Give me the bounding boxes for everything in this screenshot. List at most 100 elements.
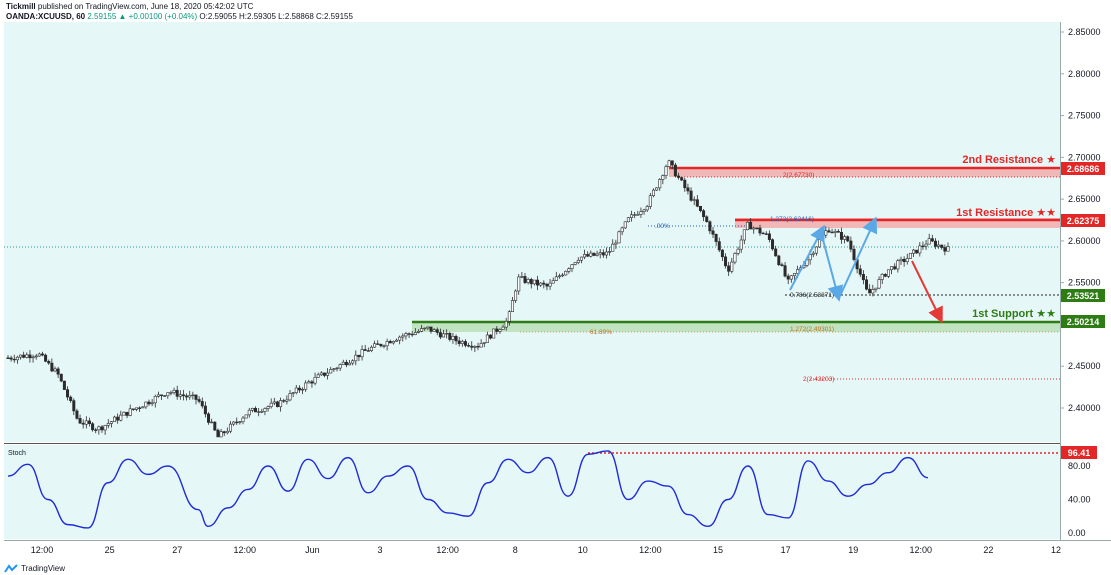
tradingview-logo-text: TradingView xyxy=(21,564,66,573)
candle-body xyxy=(401,335,405,338)
candle-body xyxy=(836,230,840,233)
price-tag-s1-bg xyxy=(1061,315,1105,328)
candle-body xyxy=(771,239,775,250)
candle-body xyxy=(470,345,474,348)
candle-body xyxy=(410,333,414,336)
candle-body xyxy=(912,249,916,254)
blue-arrow-1 xyxy=(789,224,825,291)
candle-body xyxy=(902,258,906,262)
price-tick-label: 2.80000 xyxy=(1068,69,1101,79)
candle-body xyxy=(601,252,605,256)
candle-body xyxy=(391,340,395,344)
candle-body xyxy=(395,339,399,342)
candle-body xyxy=(714,233,718,242)
time-tick-label: 17 xyxy=(781,545,791,555)
candle-body xyxy=(573,262,577,265)
candle-body xyxy=(871,289,875,294)
tradingview-footer[interactable]: TradingView xyxy=(4,564,65,573)
candle-body xyxy=(661,175,665,180)
candle-body xyxy=(698,205,702,211)
candle-body xyxy=(498,329,502,332)
symbol[interactable]: OANDA:XCUUSD, 60 xyxy=(6,12,86,21)
support-1-label: 1st Support ★★ xyxy=(972,308,1056,320)
candle-body xyxy=(476,346,480,348)
candle-body xyxy=(188,395,192,398)
candle-body xyxy=(551,280,555,284)
candle-body xyxy=(310,381,314,384)
candle-body xyxy=(645,206,649,211)
time-tick-label: 12:00 xyxy=(31,545,54,555)
stoch-axis[interactable]: 80.00 40.00 0.00 xyxy=(1068,461,1091,538)
candle-body xyxy=(764,233,768,235)
candle-body xyxy=(501,326,505,330)
candle-body xyxy=(554,276,558,281)
candle-body xyxy=(113,416,117,422)
price-candles[interactable] xyxy=(6,159,950,438)
tradingview-logo-icon xyxy=(4,564,18,573)
candle-body xyxy=(473,346,477,348)
candle-body xyxy=(520,276,524,278)
candle-body xyxy=(880,274,884,280)
candle-body xyxy=(495,328,499,332)
candle-body xyxy=(304,382,308,390)
candle-body xyxy=(147,401,151,405)
candle-body xyxy=(341,361,345,365)
candle-body xyxy=(598,252,602,255)
candle-body xyxy=(523,276,527,283)
candle-body xyxy=(12,358,16,361)
candle-body xyxy=(940,244,944,248)
candle-body xyxy=(357,354,361,358)
candle-body xyxy=(695,199,699,207)
price-tick-label: 2.45000 xyxy=(1068,361,1101,371)
candle-body xyxy=(689,190,693,201)
candle-body xyxy=(197,399,201,402)
candle-body xyxy=(128,408,132,416)
candle-body xyxy=(100,426,104,431)
candle-body xyxy=(833,230,837,233)
candle-body xyxy=(570,264,574,270)
low: L:2.58868 xyxy=(278,12,314,21)
ohlc-line: OANDA:XCUUSD, 60 2.59155 ▲ +0.00100 (+0.… xyxy=(6,12,353,22)
candle-body xyxy=(169,392,173,394)
candle-body xyxy=(244,414,248,419)
candle-body xyxy=(94,429,98,431)
candle-body xyxy=(626,217,630,223)
candle-body xyxy=(376,343,380,345)
candle-body xyxy=(739,239,743,250)
candle-body xyxy=(532,279,536,285)
candle-body xyxy=(702,210,706,218)
price-tag-r2: 2.68686 xyxy=(1067,164,1100,174)
candle-body xyxy=(583,254,587,258)
high: H:2.59305 xyxy=(239,12,276,21)
author[interactable]: Tickmill xyxy=(6,2,36,11)
candle-body xyxy=(319,372,323,376)
candle-body xyxy=(348,362,352,366)
candle-body xyxy=(272,401,276,404)
time-axis[interactable]: 12:00 25 27 12:00 Jun 3 12:00 8 10 12:00 15 17 19 12:… xyxy=(31,545,1061,555)
candle-body xyxy=(504,321,508,328)
candle-body xyxy=(908,252,912,259)
stoch-tick-label: 40.00 xyxy=(1068,495,1091,505)
candle-body xyxy=(56,368,60,375)
candle-body xyxy=(620,227,624,233)
candle-body xyxy=(426,326,430,329)
candle-body xyxy=(843,236,847,240)
fib-label-1272-upper: 1.272(2.62416) xyxy=(770,216,814,223)
candle-body xyxy=(313,376,317,384)
fib-label-2-upper: 2(2.67730) xyxy=(783,172,814,179)
open: O:2.59055 xyxy=(199,12,237,21)
candle-body xyxy=(686,187,690,192)
stoch-tick-label: 80.00 xyxy=(1068,461,1091,471)
candle-body xyxy=(307,381,311,384)
candle-body xyxy=(623,221,627,229)
candle-body xyxy=(589,252,593,257)
candle-body xyxy=(103,425,107,431)
candle-body xyxy=(19,354,23,358)
candle-body xyxy=(279,400,283,408)
candle-body xyxy=(886,269,890,277)
candle-body xyxy=(604,251,608,256)
candle-body xyxy=(567,268,571,272)
candle-body xyxy=(557,275,561,278)
candle-body xyxy=(758,227,762,234)
